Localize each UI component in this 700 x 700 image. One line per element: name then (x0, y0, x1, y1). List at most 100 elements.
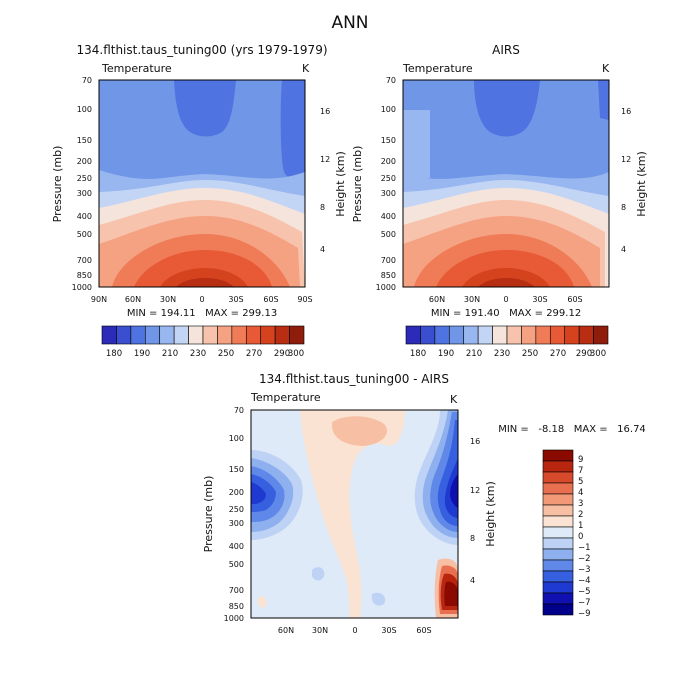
panel-model-title: 134.flthist.taus_tuning00 (yrs 1979-1979… (76, 43, 327, 57)
panel-diff-stats: MIN = -8.18 MAX = 16.74 (498, 424, 646, 435)
y-right-tick-label: 16 (320, 107, 330, 116)
colorbar-swatch (542, 537, 574, 550)
colorbar-swatch (542, 471, 574, 484)
colorbar-label: 250 (218, 349, 234, 359)
colorbar-label: −9 (578, 609, 591, 619)
colorbar-swatch (542, 570, 574, 583)
colorbar-label: 4 (578, 488, 583, 498)
y-tick-label: 250 (229, 505, 244, 514)
panel-diff-colorbar (542, 449, 574, 616)
colorbar-swatch (535, 325, 551, 345)
y-tick-label: 150 (381, 136, 396, 145)
colorbar-label: 250 (522, 349, 538, 359)
colorbar-label: −3 (578, 565, 591, 575)
panel-diff-y-axis: 70 100 150 200 250 300 400 500 700 850 1… (224, 406, 244, 623)
panel-model-field (99, 80, 305, 287)
y-right-tick-label: 4 (320, 245, 325, 254)
y-right-tick-label: 8 (621, 203, 626, 212)
colorbar-label: −5 (578, 587, 591, 597)
y-tick-label: 250 (77, 174, 92, 183)
x-tick-label: 0 (503, 295, 508, 304)
panel-diff-colorbar-labels: 9 7 5 4 3 2 1 0 −1 −2 −3 −4 −5 −7 −9 (578, 455, 591, 619)
colorbar-label: −2 (578, 554, 591, 564)
panel-airs-variable: Temperature (402, 62, 473, 75)
y-right-tick-label: 4 (621, 245, 626, 254)
colorbar-swatch (274, 325, 290, 345)
colorbar-swatch (542, 559, 574, 572)
colorbar-label: 210 (466, 349, 482, 359)
panel-airs-frame (402, 79, 610, 288)
panel-diff-ylabel-right: Height (km) (484, 481, 497, 547)
colorbar-label: 210 (162, 349, 178, 359)
y-right-tick-label: 8 (320, 203, 325, 212)
y-tick-label: 400 (77, 212, 92, 221)
colorbar-label: 270 (246, 349, 262, 359)
x-tick-label: 0 (199, 295, 204, 304)
y-tick-label: 850 (229, 602, 244, 611)
colorbar-swatch (231, 325, 247, 345)
y-tick-label: 100 (77, 105, 92, 114)
colorbar-swatch (578, 325, 594, 345)
panel-model-ylabel-right: Height (km) (334, 151, 347, 217)
colorbar-label: 230 (190, 349, 206, 359)
colorbar-swatch (173, 325, 189, 345)
x-tick-label: 30N (312, 626, 328, 635)
colorbar-swatch (542, 460, 574, 473)
x-tick-label: 60S (263, 295, 278, 304)
y-tick-label: 300 (77, 189, 92, 198)
x-tick-label: 60N (125, 295, 141, 304)
y-tick-label: 500 (77, 230, 92, 239)
panel-diff-ylabel: Pressure (mb) (202, 476, 215, 553)
colorbar-label: 1 (578, 521, 583, 531)
panel-airs-colorbar-labels: 180 190 210 230 250 270 290 300 (410, 349, 606, 359)
panel-model-colorbar-labels: 180 190 210 230 250 270 290 300 (106, 349, 304, 359)
colorbar-swatch (542, 504, 574, 517)
panel-diff-x-axis: 60N 30N 0 30S 60S (278, 626, 432, 635)
y-tick-label: 850 (381, 271, 396, 280)
y-tick-label: 250 (381, 174, 396, 183)
colorbar-label: 270 (550, 349, 566, 359)
colorbar-label: 190 (134, 349, 150, 359)
colorbar-swatch (260, 325, 276, 345)
panel-diff-variable: Temperature (250, 391, 321, 404)
panel-diff: 134.flthist.taus_tuning00 - AIRS Tempera… (202, 372, 646, 635)
y-tick-label: 400 (229, 542, 244, 551)
y-tick-label: 700 (229, 586, 244, 595)
colorbar-label: −7 (578, 598, 591, 608)
y-tick-label: 500 (229, 560, 244, 569)
x-tick-label: 30N (464, 295, 480, 304)
y-tick-label: 200 (77, 157, 92, 166)
panel-airs: AIRS Temperature K 60N 30N 0 30S 60S (351, 43, 648, 359)
colorbar-label: 230 (494, 349, 510, 359)
colorbar-label: 300 (288, 349, 304, 359)
y-tick-label: 70 (234, 406, 244, 415)
colorbar-swatch (564, 325, 580, 345)
y-tick-label: 70 (82, 76, 92, 85)
panel-diff-field (251, 410, 458, 618)
colorbar-swatch (245, 325, 262, 345)
panel-airs-title: AIRS (492, 43, 520, 57)
figure-title: ANN (331, 13, 368, 33)
panel-model-y-axis: 70 100 150 200 250 300 400 500 700 850 1… (72, 76, 92, 292)
x-tick-label: 60S (416, 626, 431, 635)
y-tick-label: 700 (381, 256, 396, 265)
colorbar-label: −4 (578, 576, 591, 586)
y-tick-label: 70 (386, 76, 396, 85)
colorbar-label: 3 (578, 499, 583, 509)
colorbar-swatch (542, 592, 574, 605)
panel-diff-units: K (450, 393, 458, 406)
y-tick-label: 500 (381, 230, 396, 239)
colorbar-swatch (542, 449, 574, 462)
colorbar-label: 300 (590, 349, 606, 359)
colorbar-swatch (542, 526, 574, 539)
colorbar-label: 180 (106, 349, 122, 359)
colorbar-swatch (521, 325, 537, 345)
y-right-tick-label: 12 (320, 155, 330, 164)
x-tick-label: 60N (429, 295, 445, 304)
colorbar-swatch (144, 325, 161, 345)
panel-model-y-right-axis: 16 12 8 4 (320, 107, 330, 254)
colorbar-label: 290 (576, 349, 592, 359)
y-tick-label: 100 (381, 105, 396, 114)
panel-airs-colorbar (405, 325, 609, 345)
